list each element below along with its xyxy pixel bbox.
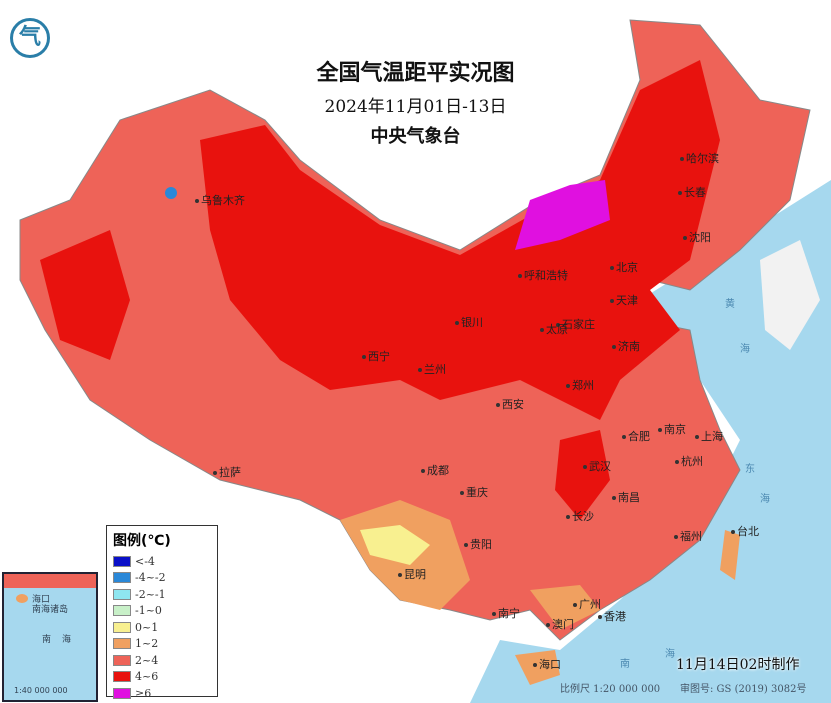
- city-label: 上海: [695, 428, 723, 444]
- city-label: 长春: [678, 184, 706, 200]
- legend-label: ≥6: [135, 686, 152, 700]
- city-label: 北京: [610, 259, 638, 275]
- map-approval-number: 审图号: GS (2019) 3082号: [680, 684, 807, 695]
- legend-label: 2~4: [135, 653, 159, 667]
- city-label: 福州: [674, 528, 702, 544]
- legend-label: -2~-1: [135, 587, 166, 601]
- inset-label: 海: [62, 635, 72, 645]
- city-label: 哈尔滨: [680, 150, 719, 166]
- legend: 图例(℃) <-4 -4~-2 -2~-1 -1~0 0~1 1~2 2~4 4~6 ≥6: [106, 525, 218, 700]
- legend-item: -2~-1: [113, 586, 211, 603]
- inset-label: 南海诸岛: [32, 605, 69, 615]
- issued-time: 11月14日02时制作: [676, 657, 800, 673]
- legend-item: 4~6: [113, 669, 211, 686]
- legend-swatch: [113, 588, 131, 600]
- inset-hainan: [16, 594, 28, 603]
- legend-label: 1~2: [135, 637, 159, 651]
- taiwan-island: [720, 530, 740, 580]
- anomaly-0-1-yunnan: [360, 525, 430, 565]
- city-label: 沈阳: [683, 229, 711, 245]
- legend-label: 0~1: [135, 620, 159, 634]
- city-label: 拉萨: [213, 464, 241, 480]
- legend-item: ≥6: [113, 685, 211, 702]
- legend-item: 2~4: [113, 652, 211, 669]
- city-label: 杭州: [675, 453, 703, 469]
- legend-label: <-4: [135, 554, 155, 568]
- city-label: 香港: [598, 608, 626, 624]
- legend-item: -4~-2: [113, 570, 211, 587]
- city-label: 乌鲁木齐: [195, 192, 245, 208]
- city-label: 南京: [658, 421, 686, 437]
- city-label: 台北: [731, 523, 759, 539]
- sea-label: 海: [760, 494, 770, 505]
- legend-label: 4~6: [135, 670, 159, 684]
- city-label: 昆明: [398, 566, 426, 582]
- city-label: 济南: [612, 338, 640, 354]
- anomaly-4-6-central: [555, 430, 610, 520]
- map-date-range: 2024年11月01日-13日: [324, 97, 507, 117]
- legend-swatch: [113, 687, 131, 699]
- legend-swatch: [113, 671, 131, 683]
- legend-swatch: [113, 605, 131, 617]
- city-label: 成都: [421, 462, 449, 478]
- city-label: 太原: [540, 321, 568, 337]
- city-label: 天津: [610, 292, 638, 308]
- legend-label: -4~-2: [135, 571, 166, 585]
- city-label: 西安: [496, 396, 524, 412]
- south-china-sea-inset: 海口 南海诸岛 南 海 1:40 000 000: [2, 572, 98, 702]
- legend-item: -1~0: [113, 603, 211, 620]
- city-label: 武汉: [583, 458, 611, 474]
- city-label: 南昌: [612, 489, 640, 505]
- inset-label: 海口: [32, 595, 51, 605]
- sea-label: 东: [745, 464, 755, 475]
- map-scale: 比例尺 1:20 000 000: [560, 684, 661, 695]
- sea-label: 黄: [725, 299, 735, 310]
- sea-label: 南: [620, 659, 630, 670]
- legend-title: 图例(℃): [113, 533, 171, 549]
- legend-swatch: [113, 654, 131, 666]
- city-label: 银川: [455, 314, 483, 330]
- city-label: 郑州: [566, 377, 594, 393]
- city-label: 澳门: [546, 616, 574, 632]
- map-title: 全国气温距平实况图: [316, 60, 515, 86]
- korea-land: [760, 240, 820, 350]
- legend-label: -1~0: [135, 604, 162, 618]
- sea-label: 海: [740, 344, 750, 355]
- city-label: 重庆: [460, 484, 488, 500]
- sea-label: 海: [665, 649, 675, 660]
- map-issuer: 中央气象台: [370, 126, 461, 147]
- legend-swatch: [113, 572, 131, 584]
- legend-item: 0~1: [113, 619, 211, 636]
- city-label: 贵阳: [464, 536, 492, 552]
- cma-logo-icon: 气: [10, 18, 50, 58]
- city-label: 呼和浩特: [518, 267, 568, 283]
- sea-area: [470, 180, 831, 703]
- anomaly-6plus-inner-mongolia: [515, 180, 610, 250]
- legend-swatch: [113, 638, 131, 650]
- city-label: 石家庄: [556, 316, 595, 332]
- city-label: 海口: [533, 656, 561, 672]
- city-label: 兰州: [418, 361, 446, 377]
- anomaly-4-6-west: [40, 230, 130, 360]
- legend-item: <-4: [113, 553, 211, 570]
- city-label: 南宁: [492, 605, 520, 621]
- inset-label: 南: [42, 635, 52, 645]
- inset-land: [4, 574, 96, 588]
- inset-scale: 1:40 000 000: [14, 686, 68, 695]
- city-label: 长沙: [566, 508, 594, 524]
- legend-item: 1~2: [113, 636, 211, 653]
- city-label: 西宁: [362, 348, 390, 364]
- legend-swatch: [113, 621, 131, 633]
- legend-swatch: [113, 555, 131, 567]
- city-label: 合肥: [622, 428, 650, 444]
- anomaly-minus-spot: [165, 187, 177, 199]
- city-label: 广州: [573, 596, 601, 612]
